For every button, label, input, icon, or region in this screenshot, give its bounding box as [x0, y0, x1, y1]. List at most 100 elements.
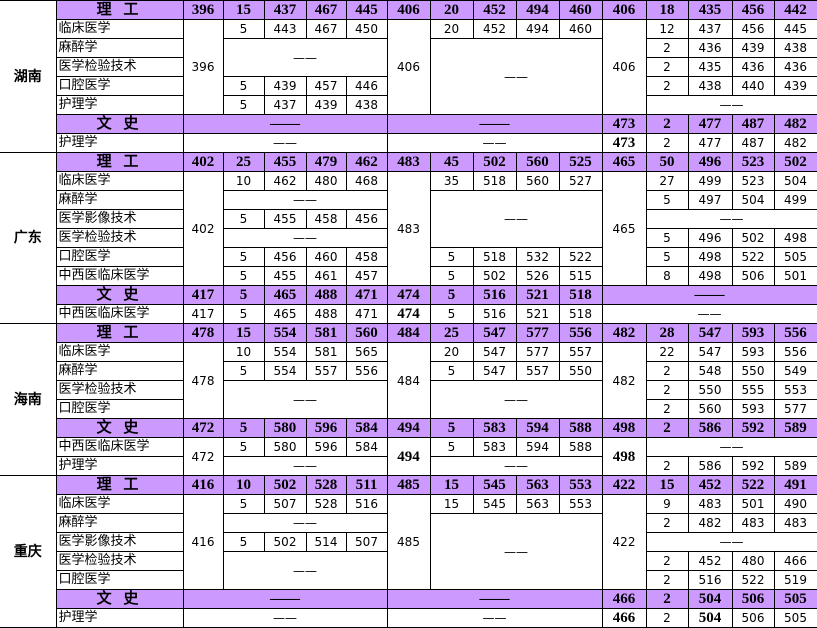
score-cell: 480 [731, 551, 775, 571]
score-cell: 516 [687, 570, 733, 590]
score-cell: 5 [645, 190, 689, 210]
score-cell: 581 [305, 323, 347, 343]
score-cell: 523 [731, 152, 775, 172]
score-cell: 502 [472, 152, 517, 172]
score-cell: 477 [687, 114, 733, 134]
score-cell: 422 [601, 494, 647, 590]
score-cell: 452 [687, 475, 733, 495]
score-cell: 560 [515, 171, 560, 191]
table-row: 中西医临床医学 5 455 461 457 5 502 526 515 8 498 506 501 [0, 266, 817, 286]
score-cell: 10 [222, 342, 265, 362]
major-name-cell: 麻醉学 [55, 190, 184, 210]
score-cell: 5 [429, 437, 474, 457]
score-cell: 455 [263, 152, 307, 172]
score-cell: 519 [773, 570, 817, 590]
score-cell: 482 [601, 323, 647, 343]
score-cell: 588 [558, 437, 603, 457]
score-cell: 593 [731, 399, 775, 419]
score-cell: 593 [731, 323, 775, 343]
score-cell: 20 [429, 0, 474, 20]
province-cell: 海南 [0, 323, 57, 476]
empty-dash-cell: —— [601, 304, 817, 324]
empty-dash-cell: —— [386, 589, 603, 609]
score-cell: 583 [472, 418, 517, 438]
empty-dash-cell: —— [645, 209, 817, 229]
score-cell: 2 [645, 418, 689, 438]
score-cell: 547 [472, 342, 517, 362]
empty-dash-cell: —— [222, 380, 388, 419]
score-cell: 437 [263, 0, 307, 20]
score-cell: 545 [472, 475, 517, 495]
score-cell: 501 [731, 494, 775, 514]
score-cell: 592 [731, 456, 775, 476]
score-cell: 5 [645, 228, 689, 248]
score-cell: 498 [601, 437, 647, 476]
score-cell: 457 [345, 266, 388, 286]
score-cell: 547 [472, 361, 517, 381]
score-cell: 498 [601, 418, 647, 438]
score-cell: 5 [222, 304, 265, 324]
category-header-cell: 文 史 [55, 114, 184, 134]
table-row: 医学检验技术 2 435 436 436 [0, 57, 817, 77]
score-cell: 504 [687, 608, 733, 628]
score-cell: 506 [731, 589, 775, 609]
table-row: 湖南理 工 396 15 437 467 445 406 20 452 494 460 406 18 43… [0, 0, 817, 153]
score-cell: 406 [601, 0, 647, 20]
score-cell: 522 [731, 247, 775, 267]
score-cell: 525 [558, 152, 603, 172]
category-header-cell: 文 史 [55, 285, 184, 305]
major-name-cell: 护理学 [55, 133, 184, 153]
table-row: 口腔医学 2 516 522 519 [0, 570, 817, 590]
score-cell: 20 [429, 19, 474, 39]
score-cell: 5 [222, 418, 265, 438]
score-cell: 521 [515, 304, 560, 324]
score-cell: 5 [222, 76, 265, 96]
score-cell: 480 [305, 171, 347, 191]
major-name-cell: 临床医学 [55, 171, 184, 191]
score-cell: 2 [645, 114, 689, 134]
score-cell: 452 [472, 19, 517, 39]
score-cell: 516 [345, 494, 388, 514]
score-cell: 396 [182, 0, 224, 20]
score-cell: 2 [645, 38, 689, 58]
table-row: 广东理 工 402 25 455 479 462 483 45 502 560 525 465 50 49… [0, 152, 817, 324]
score-cell: 2 [645, 570, 689, 590]
score-cell: 2 [645, 589, 689, 609]
score-cell: 563 [515, 475, 560, 495]
score-cell: 15 [429, 475, 474, 495]
score-cell: 443 [263, 19, 307, 39]
score-cell: 15 [645, 475, 689, 495]
score-cell: 518 [472, 247, 517, 267]
score-cell: 502 [263, 475, 307, 495]
table-row: 文 史 —— —— 466 2 504 506 505 [0, 589, 817, 609]
score-cell: 5 [645, 247, 689, 267]
score-cell: 406 [386, 0, 431, 20]
score-cell: 417 [182, 285, 224, 305]
score-cell: 5 [429, 361, 474, 381]
score-cell: 5 [222, 19, 265, 39]
score-cell: 456 [731, 19, 775, 39]
province-cell: 湖南 [0, 0, 57, 153]
table-row: 临床医学 478 10 554 581 565 484 20 547 577 557 482 22 547… [0, 342, 817, 419]
score-cell: 504 [687, 589, 733, 609]
score-cell: 557 [558, 342, 603, 362]
score-cell: 446 [345, 76, 388, 96]
score-cell: 580 [263, 418, 307, 438]
score-cell: 586 [687, 418, 733, 438]
score-cell: 439 [263, 76, 307, 96]
score-cell: 5 [222, 209, 265, 229]
score-cell: 589 [773, 418, 817, 438]
score-cell: 5 [222, 247, 265, 267]
score-cell: 505 [773, 608, 817, 628]
score-cell: 505 [773, 589, 817, 609]
score-cell: 584 [345, 418, 388, 438]
score-cell: 455 [263, 209, 307, 229]
score-cell: 467 [305, 19, 347, 39]
empty-dash-cell: —— [182, 114, 388, 134]
score-cell: 439 [773, 76, 817, 96]
score-cell: 435 [687, 0, 733, 20]
score-cell: 456 [345, 209, 388, 229]
score-cell: 477 [687, 133, 733, 153]
score-cell: 594 [515, 418, 560, 438]
